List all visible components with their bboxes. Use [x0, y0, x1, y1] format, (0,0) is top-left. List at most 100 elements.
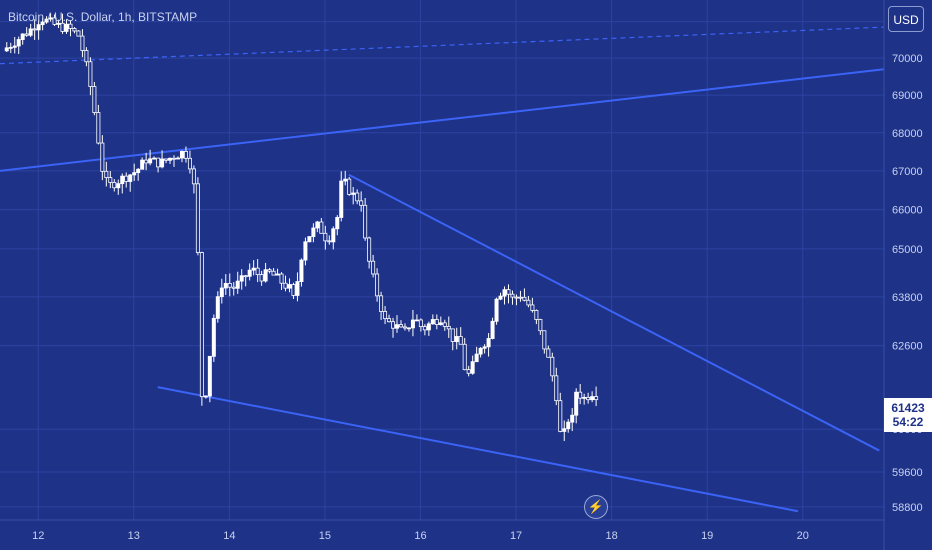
- candle-body: [199, 252, 204, 398]
- candle-body: [570, 414, 575, 423]
- candle-body: [44, 18, 49, 23]
- candle-body: [120, 175, 125, 185]
- candle-body: [406, 327, 411, 330]
- candle-body: [116, 183, 121, 189]
- candle-body: [100, 142, 105, 172]
- candle-body: [64, 23, 69, 32]
- x-tick-label: 12: [32, 530, 44, 542]
- candle-body: [88, 61, 93, 87]
- candle-body: [84, 50, 89, 63]
- candle-body: [510, 293, 515, 298]
- candle-body: [231, 286, 236, 289]
- candle-body: [255, 267, 260, 276]
- candle-body: [442, 322, 447, 327]
- candle-body: [554, 375, 559, 402]
- candle-body: [124, 175, 129, 182]
- y-tick-label: 66000: [892, 205, 923, 217]
- x-tick-label: 14: [223, 530, 235, 542]
- chart-title: Bitcoin / U.S. Dollar, 1h, BITSTAMP: [8, 10, 198, 24]
- candle-body: [323, 232, 328, 242]
- candle-body: [351, 192, 356, 195]
- candle-body: [434, 319, 439, 325]
- candle-body: [558, 400, 563, 432]
- candle-body: [331, 228, 336, 243]
- candle-body: [92, 86, 97, 113]
- candle-body: [430, 319, 435, 325]
- candle-body: [36, 24, 41, 31]
- candle-body: [259, 274, 264, 282]
- candle-body: [574, 391, 579, 416]
- y-tick-label: 62600: [892, 341, 923, 353]
- candle-body: [590, 396, 595, 401]
- candle-body: [211, 317, 216, 357]
- candle-body: [40, 21, 45, 26]
- candle-body: [144, 159, 149, 164]
- trendline-layer: [0, 26, 885, 513]
- candle-body: [20, 33, 25, 40]
- candle-body: [279, 273, 284, 284]
- x-tick-label: 20: [797, 530, 809, 542]
- candle-body: [586, 396, 591, 401]
- candle-body: [335, 217, 340, 230]
- candle-body: [538, 319, 543, 332]
- candle-body: [223, 283, 228, 289]
- candle-body: [410, 319, 415, 329]
- candle-body: [104, 170, 109, 179]
- candle-body: [594, 396, 599, 401]
- candle-body: [359, 200, 364, 206]
- candle-body: [271, 270, 276, 276]
- candle-body: [550, 356, 555, 377]
- x-tick-label: 19: [701, 530, 713, 542]
- candle-body: [172, 157, 177, 160]
- candle-body: [542, 330, 547, 350]
- x-tick-label: 17: [510, 530, 522, 542]
- candle-body: [247, 269, 252, 277]
- candle-body: [295, 281, 300, 296]
- candle-body: [422, 326, 427, 331]
- candle-body: [494, 298, 499, 322]
- candle-body: [164, 158, 169, 161]
- y-tick-label: 67000: [892, 166, 923, 178]
- candle-body: [287, 284, 292, 289]
- candle-body: [56, 22, 61, 25]
- candle-body: [195, 183, 200, 253]
- x-tick-label: 18: [606, 530, 618, 542]
- candle-body: [267, 269, 272, 272]
- candle-body: [251, 267, 256, 271]
- candle-body: [546, 348, 551, 358]
- candle-body: [478, 347, 483, 355]
- candle-body: [243, 275, 248, 278]
- candle-body: [355, 192, 360, 202]
- candle-body: [387, 318, 392, 323]
- candle-body: [263, 269, 268, 282]
- candle-body: [136, 168, 141, 174]
- candle-body: [307, 236, 312, 243]
- candle-body: [578, 391, 583, 399]
- candle-body: [482, 346, 487, 349]
- lightning-bolt-icon[interactable]: ⚡: [584, 495, 608, 519]
- candle-body: [48, 17, 53, 20]
- candle-body: [506, 289, 511, 295]
- candle-body: [156, 157, 161, 168]
- candle-body: [379, 295, 384, 312]
- candle-body: [191, 168, 196, 185]
- candle-body: [179, 151, 184, 159]
- candle-body: [490, 320, 495, 339]
- currency-button[interactable]: USD: [888, 6, 924, 32]
- candle-body: [514, 296, 519, 299]
- candle-body: [215, 296, 220, 319]
- countdown-timer: 54:22: [892, 415, 924, 429]
- candle-body: [458, 336, 463, 345]
- candle-body: [203, 395, 208, 398]
- candle-body: [454, 336, 459, 342]
- candle-body: [275, 273, 280, 276]
- candle-body: [183, 151, 188, 159]
- candle-body: [68, 23, 73, 29]
- candle-body: [8, 46, 13, 49]
- x-tick-label: 16: [414, 530, 426, 542]
- candle-body: [168, 157, 173, 161]
- candle-body: [466, 369, 471, 374]
